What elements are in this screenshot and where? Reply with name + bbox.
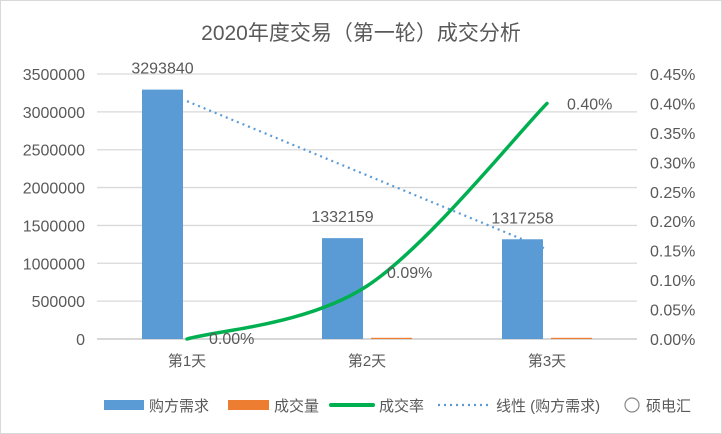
data-label-rate: 0.00% [209,331,254,348]
x-tick-label: 第2天 [348,352,386,370]
wechat-icon [624,397,640,413]
legend-label-demand: 购方需求 [149,398,209,415]
y-left-tick-label: 3500000 [23,67,85,84]
chart-title: 2020年度交易（第一轮）成交分析 [201,22,521,45]
bar-volume [371,337,412,339]
y-left-tick-label: 2500000 [23,143,85,160]
bar-demand [142,89,183,340]
y-right-tick-label: 0.10% [650,273,695,290]
data-label-rate: 0.09% [387,265,432,282]
x-tick-label: 第3天 [528,352,566,370]
y-right-tick-label: 0.45% [650,67,695,84]
y-left-tick-label: 1500000 [23,218,85,235]
watermark: 硕电汇 [624,397,691,415]
y-left-tick-label: 1000000 [23,256,85,273]
data-label-demand: 1332159 [311,209,373,226]
legend-swatch-volume [228,400,269,410]
legend-label-trendline: 线性 (购方需求) [496,398,600,415]
y-left-tick-label: 0 [76,332,85,349]
y-right-tick-label: 0.35% [650,126,695,143]
y-right-tick-label: 0.05% [650,303,695,320]
data-label-demand: 1317258 [491,210,553,227]
y-left-tick-label: 2000000 [23,181,85,198]
x-tick-label: 第1天 [168,352,206,370]
bar-demand [322,238,363,339]
legend-label-volume: 成交量 [274,397,319,415]
legend-swatch-demand [104,400,144,410]
y-right-tick-label: 0.00% [650,332,695,349]
watermark-text: 硕电汇 [646,398,691,415]
y-right-tick-label: 0.15% [650,244,695,261]
line-rate [185,101,549,341]
y-right-tick-label: 0.25% [650,185,695,202]
data-label-demand: 3293840 [131,61,193,78]
y-left-tick-label: 500000 [32,294,85,311]
y-right-tick-label: 0.40% [650,96,695,113]
bar-volume [551,337,592,339]
data-label-rate: 0.40% [567,96,612,113]
legend-label-rate: 成交率 [379,397,424,415]
y-right-tick-label: 0.20% [650,214,695,231]
bar-demand [502,239,543,339]
trendline-demand [186,100,548,251]
y-right-tick-label: 0.30% [650,155,695,172]
y-left-tick-label: 3000000 [23,105,85,122]
